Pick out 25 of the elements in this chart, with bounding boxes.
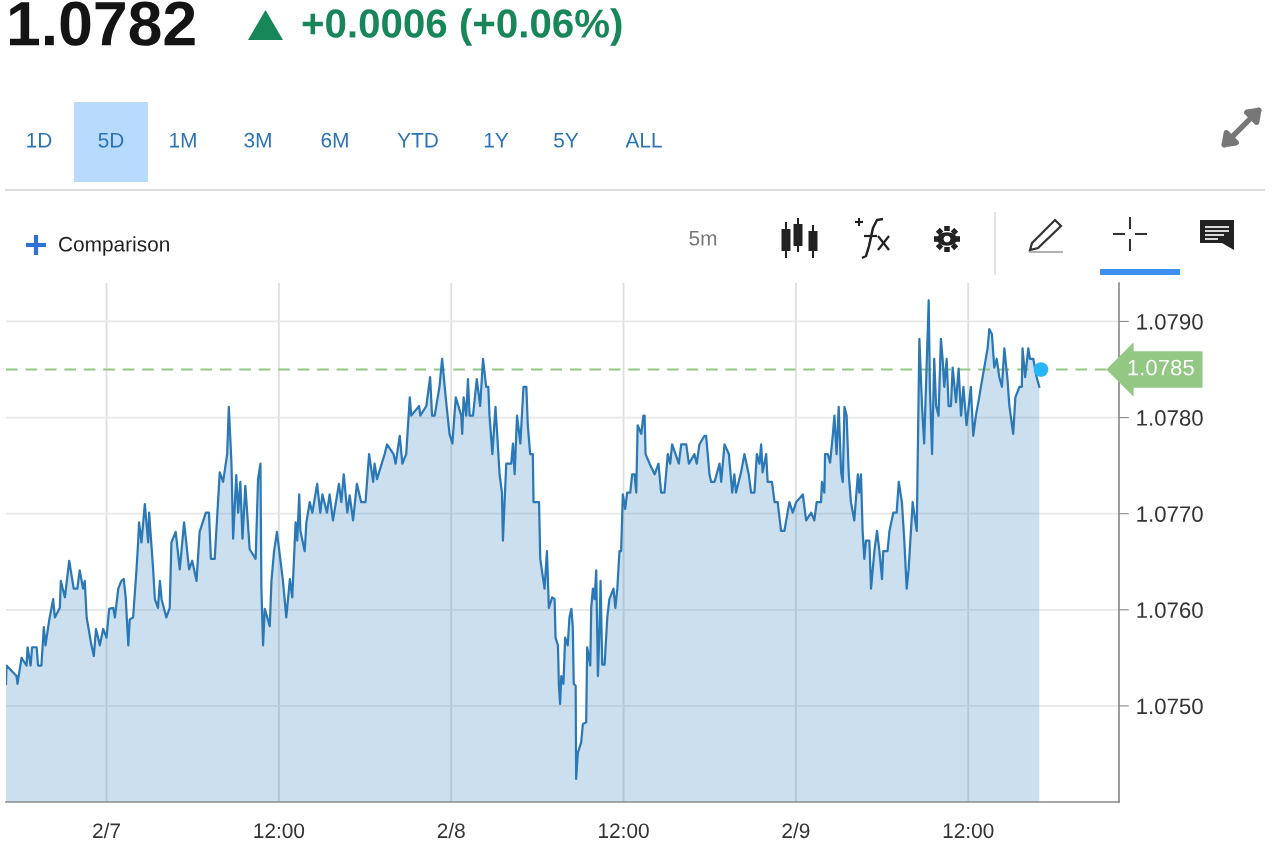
text: 1Y <box>484 133 509 148</box>
y-tick-label: 1.0770 <box>1137 506 1203 522</box>
y-tick-label: 1.0760 <box>1137 602 1203 619</box>
y-tick-label: 1.0750 <box>1137 698 1203 715</box>
ref-line-label: 1.0785 <box>1128 359 1194 376</box>
chart-title: 1.0782 <box>9 1 195 46</box>
x-tick-label: 12:00 <box>943 823 994 839</box>
x-tick-label: 12:00 <box>254 823 305 839</box>
text: Comparison <box>59 236 169 256</box>
text: 5Y <box>554 133 579 148</box>
text: 6M <box>321 132 348 148</box>
chart-subtitle: +0.0006 (+0.06%) <box>302 8 622 46</box>
text: ALL <box>625 133 662 148</box>
text: 5D <box>98 133 124 148</box>
text: 3M <box>244 132 271 148</box>
text: 5m <box>689 231 717 246</box>
text: YTD <box>397 133 438 148</box>
y-tick-label: 1.0790 <box>1137 313 1203 330</box>
x-tick-label: 2/9 <box>782 822 810 839</box>
y-tick-label: 1.0780 <box>1137 410 1203 426</box>
x-tick-label: 2/8 <box>437 822 465 839</box>
text: 1M <box>170 133 196 148</box>
x-tick-label: 2/7 <box>93 822 120 839</box>
text: 1D <box>27 133 52 148</box>
x-tick-label: 12:00 <box>599 823 649 839</box>
